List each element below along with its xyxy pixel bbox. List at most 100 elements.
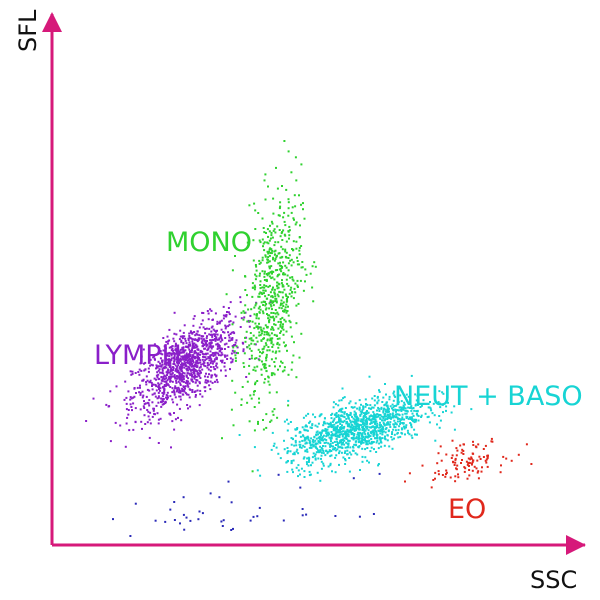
data-point: [210, 358, 213, 361]
data-point: [305, 429, 308, 432]
data-point: [268, 318, 271, 321]
data-point: [168, 352, 171, 355]
data-point: [279, 261, 281, 264]
data-point: [295, 247, 298, 250]
data-point: [316, 442, 319, 445]
data-point: [173, 428, 176, 431]
data-point: [216, 343, 219, 346]
data-point: [184, 363, 187, 366]
data-point: [178, 395, 181, 398]
data-point: [242, 318, 245, 321]
data-point: [144, 368, 147, 371]
data-point: [415, 433, 418, 436]
data-point: [230, 408, 233, 411]
data-point: [378, 390, 381, 393]
data-point: [185, 342, 188, 345]
data-point: [482, 456, 485, 458]
data-point: [214, 380, 216, 383]
data-point: [282, 272, 285, 274]
data-point: [321, 436, 324, 439]
data-point: [343, 412, 346, 415]
data-point: [145, 383, 148, 386]
data-point: [154, 519, 157, 522]
data-point: [201, 512, 204, 515]
data-point: [210, 333, 212, 336]
data-point: [390, 416, 393, 419]
data-point: [279, 332, 282, 334]
data-point: [209, 356, 212, 358]
data-point: [170, 357, 173, 360]
data-point: [171, 380, 174, 383]
data-point: [218, 337, 221, 340]
data-point: [184, 385, 187, 388]
data-point: [258, 311, 261, 314]
data-point: [274, 357, 277, 360]
data-point: [338, 441, 341, 444]
data-point: [169, 369, 172, 372]
data-point: [212, 328, 215, 331]
data-point: [269, 291, 272, 294]
data-point: [247, 308, 250, 311]
data-point: [486, 454, 489, 457]
data-point: [382, 421, 385, 424]
data-point: [195, 375, 198, 378]
data-point: [255, 302, 258, 305]
data-point: [187, 356, 190, 359]
data-point: [138, 368, 141, 371]
data-point: [399, 420, 401, 423]
data-point: [439, 402, 442, 405]
data-point: [386, 413, 389, 416]
data-point: [255, 317, 258, 320]
data-point: [229, 357, 232, 360]
mono-label: MONO: [166, 227, 252, 258]
data-point: [309, 420, 312, 423]
data-point: [468, 474, 471, 477]
data-point: [307, 464, 310, 467]
data-point: [172, 362, 175, 365]
data-point: [205, 327, 208, 330]
data-point: [179, 357, 182, 360]
data-point: [350, 453, 353, 456]
data-point: [282, 333, 285, 336]
data-point: [180, 419, 183, 422]
data-point: [405, 399, 408, 402]
data-point: [437, 470, 440, 473]
data-point: [253, 390, 256, 392]
data-point: [194, 395, 197, 398]
data-point: [472, 459, 475, 462]
data-point: [365, 442, 368, 444]
data-point: [305, 461, 308, 464]
data-point: [275, 166, 277, 169]
data-point: [178, 359, 181, 362]
data-point: [431, 412, 434, 415]
data-point: [401, 432, 404, 435]
data-point: [169, 380, 172, 383]
data-point: [297, 302, 300, 305]
data-point: [414, 393, 417, 396]
data-point: [430, 486, 433, 489]
data-point: [281, 370, 284, 373]
data-point: [161, 368, 164, 371]
data-point: [171, 348, 174, 351]
data-point: [340, 420, 343, 423]
data-point: [470, 463, 473, 466]
data-point: [281, 266, 284, 268]
data-point: [269, 237, 272, 240]
data-point: [374, 437, 377, 440]
data-point: [399, 423, 402, 425]
data-point: [402, 408, 405, 411]
data-point: [343, 419, 346, 422]
data-point: [329, 445, 332, 448]
data-point: [289, 259, 292, 262]
data-point: [189, 519, 192, 522]
data-point: [245, 336, 248, 339]
data-point: [397, 400, 400, 403]
data-point: [147, 415, 150, 418]
data-point: [230, 331, 233, 334]
data-point: [152, 407, 155, 410]
data-point: [482, 448, 485, 450]
data-point: [375, 420, 378, 423]
data-point: [234, 255, 236, 257]
data-point: [157, 401, 160, 404]
data-point: [307, 412, 310, 415]
